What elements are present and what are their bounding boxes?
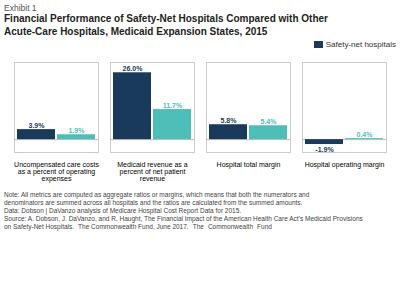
html-text:Safety-net hospitals: Safety-net hospitals (325, 40, 396, 49)
svg-text:Uncompensated care costsas a p: Uncompensated care costsas a percent of … (14, 161, 99, 183)
svg-text:Hospital total margin: Hospital total margin (217, 161, 281, 169)
html-text:Financial Performance of Safet: Financial Performance of Safety-Net Hosp… (4, 13, 328, 37)
html-text:denominators are summed across: denominators are summed across all hospi… (4, 199, 303, 206)
html-text:Note: All metrics are computed: Note: All metrics are computed as aggreg… (4, 191, 310, 198)
html-text:Fund: Fund (257, 223, 272, 230)
html-text:The Commonwealth Fund, June 20: The Commonwealth Fund, June 2017. (78, 223, 189, 230)
svg-text:3.9%: 3.9% (29, 122, 46, 129)
html-text:on Safety-Net Hospitals.: on Safety-Net Hospitals. (4, 223, 75, 230)
svg-text:1.9%: 1.9% (69, 127, 86, 134)
html-text:Commonwealth: Commonwealth (207, 223, 253, 230)
svg-text:5.4%: 5.4% (261, 118, 278, 125)
svg-text:5.8%: 5.8% (221, 117, 238, 124)
svg-text:-1.9%: -1.9% (315, 145, 334, 152)
svg-text:11.7%: 11.7% (163, 102, 183, 109)
html-text:The: The (192, 223, 204, 230)
html-text:Source: A. Dobson, J. DaVanzo,: Source: A. Dobson, J. DaVanzo, and R. Ha… (4, 215, 363, 222)
svg-text:Medicaid revenue as apercent o: Medicaid revenue as apercent of net pati… (117, 161, 188, 182)
svg-text:26.0%: 26.0% (123, 65, 144, 72)
svg-text:Hospital operating margin: Hospital operating margin (305, 161, 385, 169)
svg-text:0.4%: 0.4% (357, 131, 374, 138)
html-text:Data: Dobson | DaVanzo analysi: Data: Dobson | DaVanzo analysis of Medic… (4, 207, 242, 214)
html-text:Exhibit 1: Exhibit 1 (4, 3, 37, 13)
